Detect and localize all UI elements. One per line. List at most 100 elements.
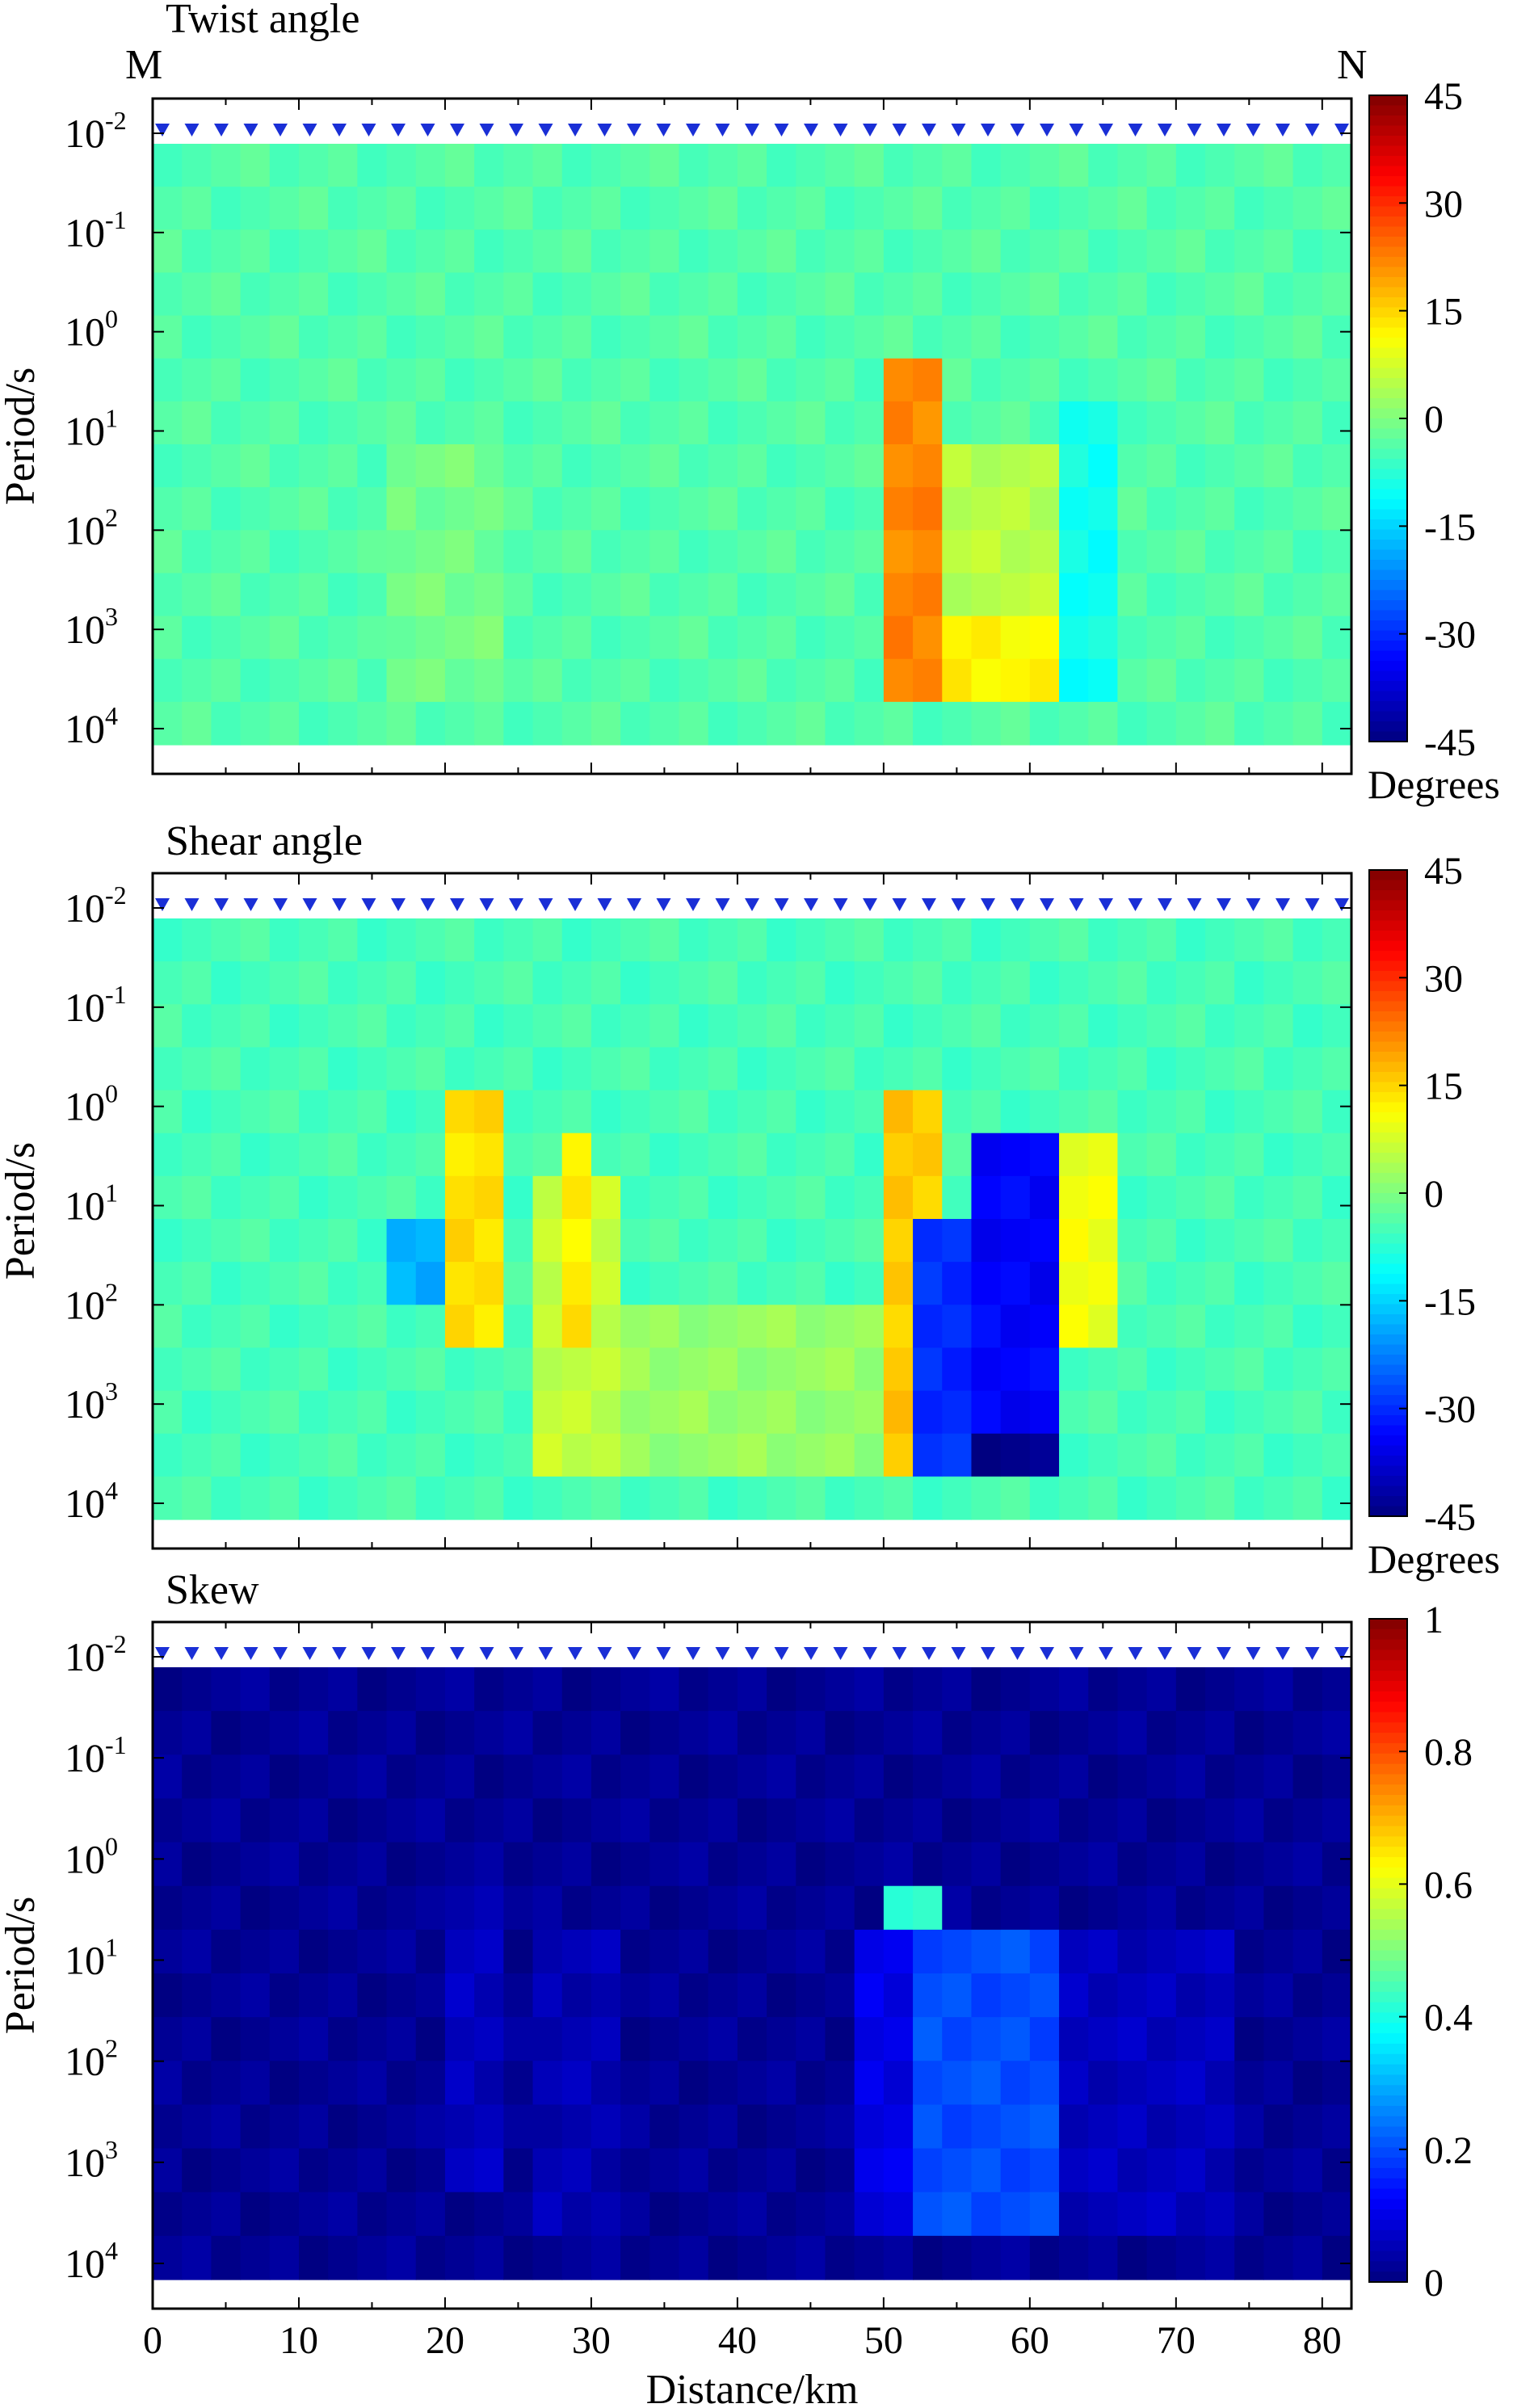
heatmap-cell: [240, 1262, 271, 1305]
heatmap-cell: [386, 487, 417, 531]
heatmap-cell: [503, 1390, 534, 1435]
colorbar-step: [1369, 2023, 1407, 2034]
colorbar-step: [1369, 388, 1407, 399]
station-triangle: [1246, 898, 1261, 911]
heatmap-cell: [211, 358, 242, 402]
heatmap-cell: [825, 701, 855, 746]
colorbar-step: [1369, 186, 1407, 197]
heatmap-cell: [503, 1047, 534, 1091]
colorbar-tick-label: -30: [1424, 1389, 1476, 1431]
heatmap-cell: [532, 1090, 563, 1134]
heatmap-cell: [679, 487, 709, 531]
heatmap-cell: [1263, 1305, 1294, 1349]
heatmap-cell: [1059, 530, 1089, 574]
heatmap-cell: [854, 530, 885, 574]
heatmap-cell: [649, 358, 680, 402]
heatmap-cell: [767, 1929, 796, 1974]
colorbar-step: [1369, 519, 1407, 531]
station-triangle: [243, 124, 258, 137]
heatmap-cell: [561, 1711, 592, 1755]
heatmap-cell: [415, 1175, 446, 1220]
heatmap-cell: [1146, 616, 1177, 660]
heatmap-cell: [1029, 229, 1060, 274]
heatmap-cell: [1205, 1929, 1235, 1974]
heatmap-cell: [240, 487, 271, 531]
heatmap-cell: [1146, 1667, 1177, 1712]
heatmap-cell: [357, 1347, 388, 1392]
heatmap-cell: [1292, 2148, 1323, 2193]
heatmap-cell: [649, 1755, 680, 1800]
heatmap-cell: [386, 444, 417, 488]
heatmap-cell: [1000, 1667, 1031, 1712]
heatmap-cell: [942, 1433, 973, 1477]
heatmap-cell: [298, 1004, 329, 1049]
heatmap-cell: [1029, 1973, 1060, 2018]
station-triangle: [184, 898, 200, 911]
station-triangle: [273, 1647, 288, 1660]
heatmap-cell: [590, 1973, 621, 2018]
heatmap-cell: [708, 1798, 738, 1843]
heatmap-cell: [913, 2104, 943, 2150]
heatmap-cell: [883, 1004, 914, 1049]
heatmap-cell: [415, 918, 446, 962]
heatmap-cell: [1175, 1798, 1206, 1843]
y-tick-label: 101: [65, 404, 118, 454]
station-triangle: [1040, 124, 1054, 137]
heatmap-cell: [561, 1305, 592, 1349]
heatmap-cell: [1117, 144, 1148, 187]
heatmap-cell: [1029, 1004, 1060, 1049]
heatmap-cell: [1117, 1711, 1148, 1755]
heatmap-cell: [1146, 1305, 1177, 1349]
colorbar-step: [1369, 920, 1407, 931]
colorbar-step: [1369, 1183, 1407, 1194]
heatmap-cell: [211, 1390, 242, 1435]
heatmap-cell: [649, 2235, 680, 2280]
colorbar-tick-label: -15: [1424, 1280, 1476, 1323]
heatmap-cell: [415, 1390, 446, 1435]
heatmap-cell: [1175, 2148, 1206, 2193]
heatmap-cell: [825, 1755, 855, 1800]
colorbar-step: [1369, 890, 1407, 901]
colorbar-step: [1369, 951, 1407, 962]
heatmap-cell: [1117, 1973, 1148, 2018]
heatmap-cell: [298, 1219, 329, 1263]
heatmap-cell: [1088, 1133, 1119, 1177]
heatmap-cell: [1292, 961, 1323, 1005]
heatmap-cell: [971, 1262, 1002, 1305]
heatmap-cell: [620, 1219, 650, 1263]
heatmap-cell: [1059, 1390, 1089, 1435]
colorbar-step: [1369, 971, 1407, 982]
heatmap-cell: [620, 616, 650, 660]
station-triangle: [361, 898, 376, 911]
heatmap-cell: [474, 1973, 504, 2018]
heatmap-cell: [211, 1004, 242, 1049]
heatmap-cell: [153, 961, 183, 1005]
station-triangle: [1187, 124, 1202, 137]
heatmap-cell: [825, 1347, 855, 1392]
colorbar-step: [1369, 1919, 1407, 1931]
heatmap-cell: [561, 701, 592, 746]
heatmap-cell: [854, 1798, 885, 1843]
heatmap-cell: [1029, 1433, 1060, 1477]
station-triangle: [184, 1647, 200, 1660]
station-triangle: [1158, 1647, 1172, 1660]
heatmap-cell: [444, 616, 475, 660]
heatmap-cell: [796, 1390, 826, 1435]
heatmap-cell: [298, 401, 329, 445]
colorbar-step: [1369, 1805, 1407, 1817]
station-triangle: [774, 898, 789, 911]
heatmap-cell: [1029, 358, 1060, 402]
y-tick-base: 10: [65, 1381, 105, 1427]
heatmap-cell: [386, 1262, 417, 1305]
colorbar-step: [1369, 2053, 1407, 2066]
heatmap-cell: [357, 401, 388, 445]
heatmap-cell: [532, 573, 563, 617]
heatmap-cell: [1234, 1090, 1265, 1134]
heatmap-cell: [561, 2017, 592, 2061]
heatmap-cell: [1292, 1004, 1323, 1049]
heatmap-cell: [1029, 2192, 1060, 2237]
heatmap-cell: [1088, 1347, 1119, 1392]
heatmap-cell: [883, 229, 914, 274]
heatmap-cell: [298, 701, 329, 746]
heatmap-cell: [269, 1090, 300, 1134]
